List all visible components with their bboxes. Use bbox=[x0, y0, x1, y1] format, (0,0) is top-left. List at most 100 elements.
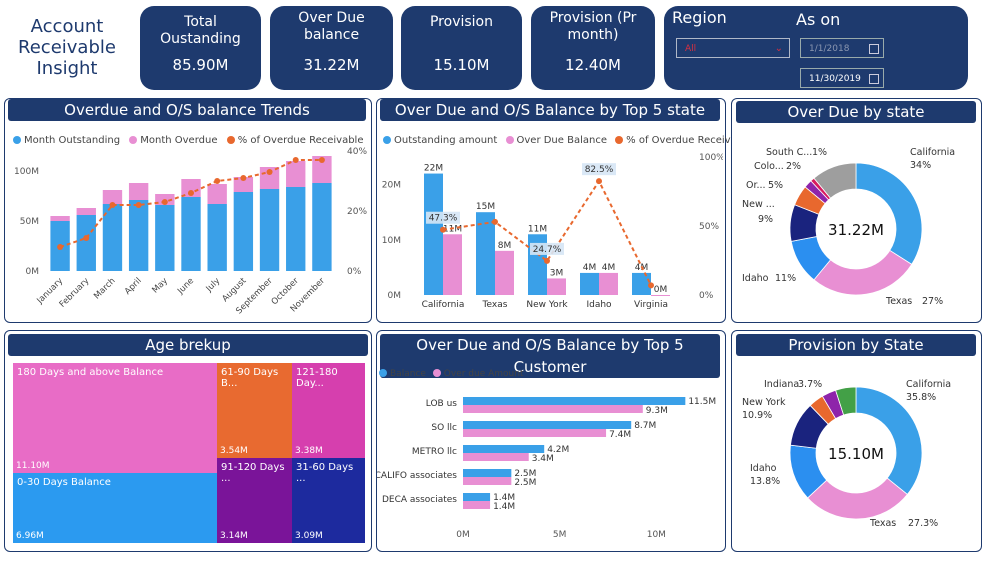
y2-tick-label: 20% bbox=[347, 207, 367, 217]
top5-state-panel: Over Due and O/S Balance by Top 5 state … bbox=[376, 98, 752, 323]
region-value: All bbox=[685, 44, 697, 54]
bar-balance bbox=[463, 469, 512, 477]
bar-outstanding bbox=[207, 204, 227, 271]
as-on-label: As on bbox=[796, 10, 841, 29]
pct-overdue-point bbox=[135, 202, 142, 208]
region-dropdown[interactable]: All ⌄ bbox=[676, 38, 790, 58]
y2-tick-label: 40% bbox=[347, 147, 367, 157]
slice-label: New ... bbox=[742, 199, 775, 210]
donut-slice bbox=[835, 386, 857, 416]
pct-label: 47.3% bbox=[429, 214, 458, 224]
x-tick-label: April bbox=[123, 276, 144, 297]
calendar-icon bbox=[869, 74, 879, 84]
bar-label: 2.5M bbox=[514, 469, 536, 479]
slice-pct: 34% bbox=[910, 160, 931, 171]
pct-overdue-line bbox=[442, 179, 652, 286]
bar-overdue bbox=[207, 184, 227, 204]
slice-pct: 5% bbox=[768, 180, 783, 191]
bar-overdue bbox=[599, 272, 618, 295]
slice-pct: 27.3% bbox=[908, 518, 938, 529]
age-tile-121-180[interactable]: 121-180 Day... 3.38M bbox=[292, 363, 365, 458]
x-tick-label: Texas bbox=[482, 300, 508, 310]
kpi-provision-prev-month[interactable]: Provision (Pr month) 12.40M bbox=[531, 6, 655, 90]
slice-pct: 1% bbox=[812, 147, 827, 158]
bar-outstanding bbox=[128, 200, 149, 271]
kpi-value: 85.90M bbox=[172, 56, 229, 74]
donut-slice bbox=[813, 162, 857, 199]
donut-center-value: 31.22M bbox=[828, 221, 884, 239]
pct-overdue-point bbox=[318, 157, 325, 163]
pct-label-bg bbox=[426, 211, 460, 224]
bar-label: 22M bbox=[424, 164, 443, 174]
age-tile-180-plus[interactable]: 180 Days and above Balance 11.10M bbox=[13, 363, 217, 473]
date-to-input[interactable]: 11/30/2019 bbox=[800, 68, 884, 88]
slice-label: Texas bbox=[885, 296, 912, 307]
legend-dot bbox=[383, 136, 391, 144]
bar-outstanding bbox=[312, 183, 332, 271]
legend-dot bbox=[615, 136, 624, 144]
pct-overdue-point bbox=[161, 199, 168, 205]
pct-overdue-point bbox=[596, 178, 602, 185]
age-tile-0-30[interactable]: 0-30 Days Balance 6.96M bbox=[13, 473, 217, 543]
panel-title: Over Due and O/S Balance by Top 5 state bbox=[380, 99, 720, 121]
age-tile-91-120[interactable]: 91-120 Days ... 3.14M bbox=[217, 458, 292, 543]
y-category-label: DECA associates bbox=[382, 495, 457, 505]
legend-dot bbox=[379, 369, 387, 377]
x-tick-label: New York bbox=[526, 300, 568, 310]
y-tick-label: 0M bbox=[26, 267, 40, 277]
kpi-overdue-balance[interactable]: Over Due balance 31.22M bbox=[270, 6, 393, 90]
y-tick-label: 0M bbox=[388, 291, 402, 301]
panel-title: Overdue and O/S balance Trends bbox=[8, 99, 366, 121]
bar-outstanding bbox=[259, 189, 280, 271]
bar-label: 4M bbox=[602, 263, 616, 273]
pct-overdue-point bbox=[266, 169, 273, 175]
bar-overdue-amount bbox=[463, 429, 607, 437]
pct-overdue-point bbox=[492, 218, 498, 225]
bar-overdue bbox=[181, 179, 201, 197]
slice-label: Or... bbox=[746, 180, 766, 191]
slice-label: Idaho bbox=[742, 273, 769, 284]
age-tile-31-60[interactable]: 31-60 Days ... 3.09M bbox=[292, 458, 365, 543]
pct-overdue-point bbox=[240, 175, 247, 181]
pct-overdue-point bbox=[648, 282, 654, 289]
legend-dot bbox=[226, 136, 235, 144]
bar-overdue bbox=[76, 208, 96, 215]
customer-legend: Balance Over due Amount bbox=[379, 369, 523, 379]
x-tick-label: July bbox=[204, 276, 223, 295]
bar-outstanding bbox=[580, 272, 599, 295]
bar-overdue-amount bbox=[463, 501, 491, 509]
legend-dot bbox=[432, 369, 441, 377]
slice-label: Colo... bbox=[754, 161, 784, 172]
bar-label: 11M bbox=[528, 224, 547, 234]
bar-outstanding bbox=[102, 204, 123, 271]
date-from-input[interactable]: 1/1/2018 bbox=[800, 38, 884, 58]
y2-tick-label: 50% bbox=[699, 222, 719, 232]
slice-label: Texas bbox=[869, 518, 896, 529]
kpi-provision[interactable]: Provision 15.10M bbox=[401, 6, 522, 90]
state-chart: 0M 10M 20M 0% 50% 100% 22M 11M California 15M 8M Te… bbox=[382, 153, 723, 310]
y-tick-label: 50M bbox=[20, 217, 39, 227]
bar-label: 3M bbox=[550, 268, 564, 278]
slice-pct: 11% bbox=[775, 273, 796, 284]
donut-slice bbox=[855, 162, 923, 265]
age-breakup-panel: Age brekup 180 Days and above Balance 11… bbox=[4, 330, 372, 552]
bar-balance bbox=[463, 397, 686, 405]
bar-overdue-amount bbox=[463, 477, 512, 485]
x-tick-label: 0M bbox=[456, 530, 470, 540]
y-tick-label: 10M bbox=[382, 236, 401, 246]
age-tile-61-90[interactable]: 61-90 Days B... 3.54M bbox=[217, 363, 292, 458]
panel-title: Provision by State bbox=[736, 334, 976, 356]
bar-label: 9.3M bbox=[646, 406, 668, 416]
bar-label: 8M bbox=[498, 241, 512, 251]
y2-tick-label: 100% bbox=[699, 153, 723, 163]
bar-outstanding bbox=[286, 187, 306, 271]
slice-pct: 27% bbox=[922, 296, 943, 307]
bar-label: 11.5M bbox=[688, 397, 716, 407]
y-category-label: CALIFO associates bbox=[377, 471, 457, 481]
kpi-total-outstanding[interactable]: Total Oustanding 85.90M bbox=[140, 6, 261, 90]
x-tick-label: May bbox=[150, 276, 170, 296]
pct-overdue-point bbox=[440, 226, 446, 233]
slice-label: Idaho bbox=[750, 463, 777, 474]
y2-tick-label: 0% bbox=[699, 291, 714, 301]
donut-center-value: 15.10M bbox=[828, 445, 884, 463]
